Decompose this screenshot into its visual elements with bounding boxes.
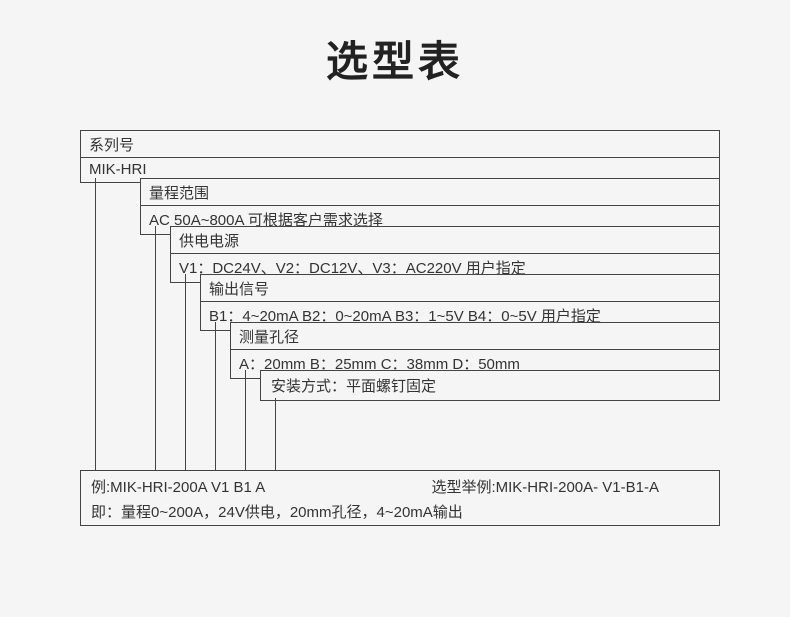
connector-mount (275, 398, 276, 470)
output-header: 输出信号 (201, 275, 719, 302)
hole-header: 测量孔径 (231, 323, 719, 350)
example-line2: 即：量程0~200A，24V供电，20mm孔径，4~20mA输出 (81, 499, 719, 527)
mount-value: 安装方式：平面螺钉固定 (261, 371, 719, 400)
series-header: 系列号 (81, 131, 719, 158)
range-header: 量程范围 (141, 179, 719, 206)
connector-range (155, 226, 156, 470)
example-box: 例:MIK-HRI-200A V1 B1 A 选型举例:MIK-HRI-200A… (80, 470, 720, 526)
box-mount: 安装方式：平面螺钉固定 (260, 370, 720, 401)
connector-hole (245, 370, 246, 470)
example-right: 选型举例:MIK-HRI-200A- V1-B1-A (431, 476, 659, 497)
power-header: 供电电源 (171, 227, 719, 254)
example-left: 例:MIK-HRI-200A V1 B1 A (91, 479, 265, 496)
page-title: 选型表 (0, 0, 790, 89)
connector-power (185, 274, 186, 470)
connector-output (215, 322, 216, 470)
connector-series (95, 178, 96, 470)
box-series: 系列号 MIK-HRI (80, 130, 720, 183)
